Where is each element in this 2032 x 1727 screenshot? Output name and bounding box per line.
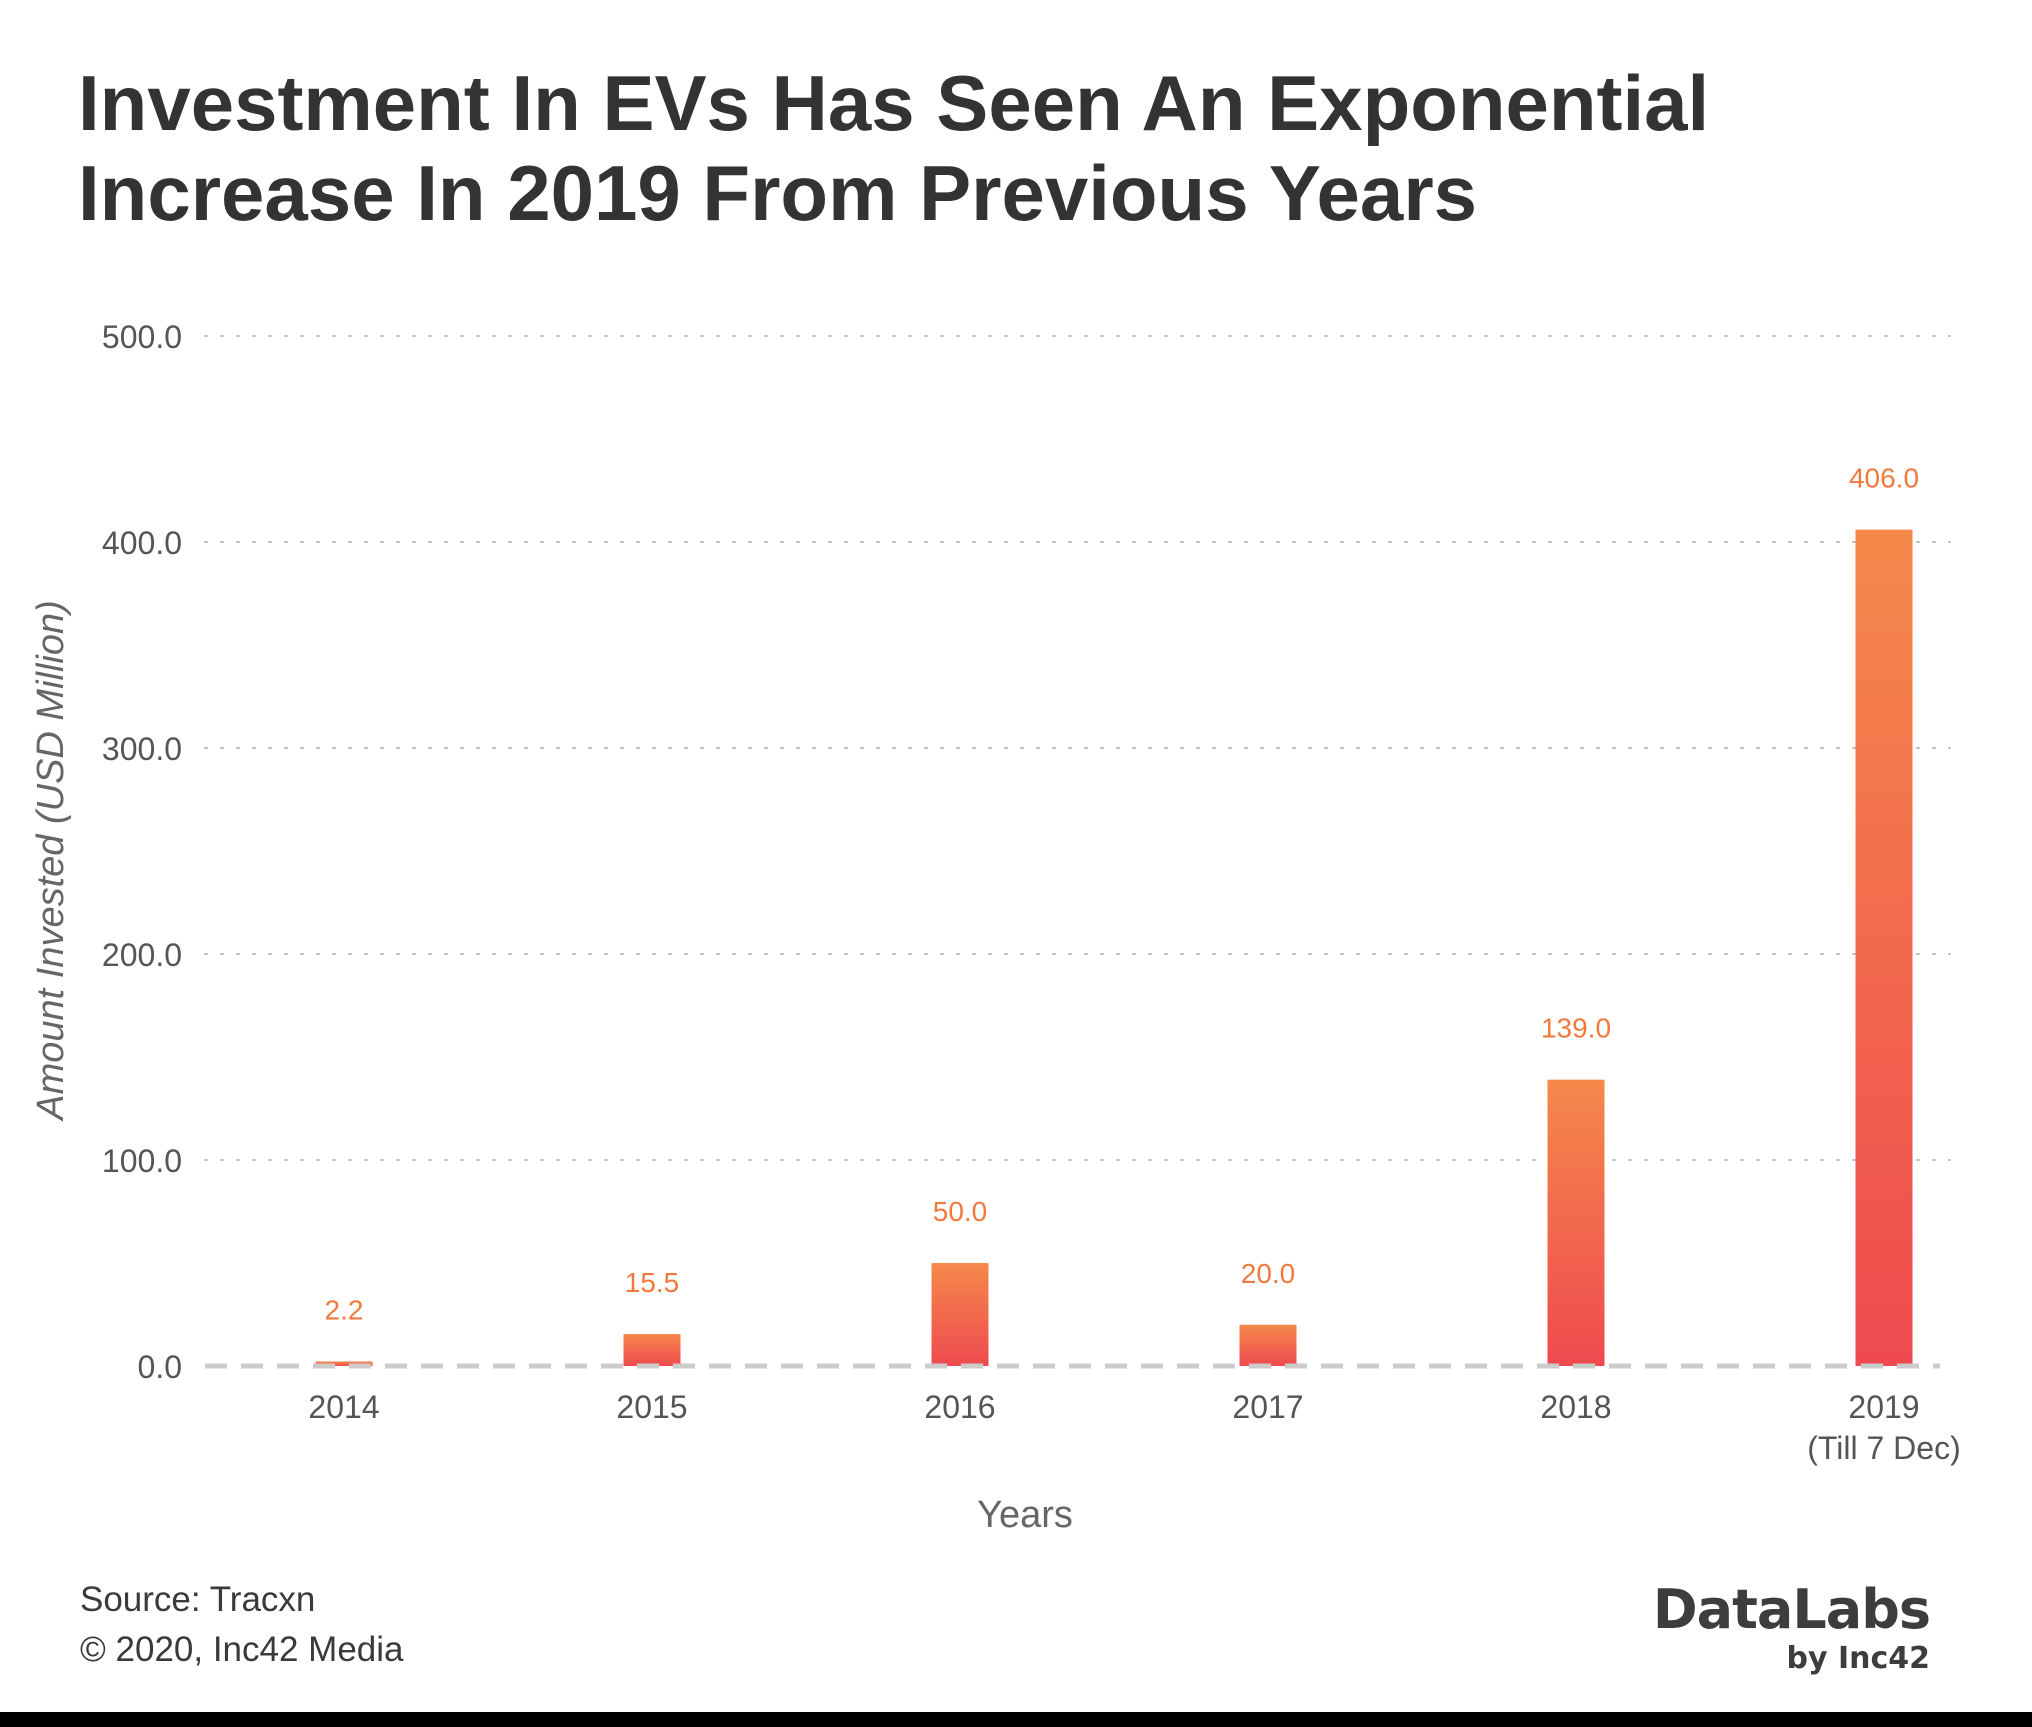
y-tick-label: 500.0	[102, 319, 182, 355]
y-tick-label: 200.0	[102, 937, 182, 973]
logo-sub-text: by Inc42	[1786, 1641, 1930, 1676]
bars	[315, 529, 1913, 1366]
bar-2017	[1239, 1324, 1297, 1366]
y-axis-ticks: 0.0 100.0 200.0 300.0 400.0 500.0	[102, 319, 182, 1385]
chart-title-line-2: Increase In 2019 From Previous Years	[78, 149, 1478, 237]
bar-2015	[623, 1334, 681, 1366]
data-label-2018: 139.0	[1541, 1013, 1611, 1044]
value-labels: 2.2 15.5 50.0 20.0 139.0 406.0	[325, 463, 1920, 1326]
x-axis-ticks: 2014 2015 2016 2017 2018 2019 (Till 7 Dec)	[308, 1389, 1960, 1466]
data-label-2019: 406.0	[1849, 463, 1919, 494]
data-label-2016: 50.0	[933, 1196, 988, 1227]
source-note: Source: Tracxn © 2020, Inc42 Media	[80, 1575, 404, 1675]
y-tick-label: 400.0	[102, 525, 182, 561]
datalabs-logo: DataLabs by Inc42	[1652, 1578, 1931, 1678]
data-label-2017: 20.0	[1241, 1258, 1296, 1289]
x-tick-label-2015: 2015	[616, 1389, 687, 1425]
x-axis-title: Years	[977, 1494, 1073, 1536]
x-tick-label-2016: 2016	[924, 1389, 995, 1425]
y-axis-title: Amount Invested (USD Million)	[30, 600, 72, 1122]
data-label-2015: 15.5	[625, 1267, 680, 1298]
x-tick-label-2018: 2018	[1540, 1389, 1611, 1425]
x-tick-label-2017: 2017	[1232, 1389, 1303, 1425]
logo-main-text: DataLabs	[1652, 1578, 1931, 1641]
chart-title-line-1: Investment In EVs Has Seen An Exponentia…	[78, 59, 1710, 147]
bar-chart: 0.0 100.0 200.0 300.0 400.0 500.0 2.2 15.5 50.0…	[30, 319, 1961, 1536]
y-tick-label: 0.0	[138, 1349, 182, 1385]
source-text: Source: Tracxn	[80, 1580, 316, 1619]
x-tick-label-2014: 2014	[308, 1389, 379, 1425]
x-tick-label-2019: 2019	[1848, 1389, 1919, 1425]
bar-2018	[1547, 1079, 1605, 1366]
chart-title: Investment In EVs Has Seen An Exponentia…	[78, 58, 1958, 238]
y-tick-label: 100.0	[102, 1143, 182, 1179]
bottom-border	[0, 1712, 2032, 1727]
copyright-text: © 2020, Inc42 Media	[80, 1630, 404, 1669]
gridlines	[204, 335, 1951, 1161]
bar-2019	[1855, 529, 1913, 1366]
y-tick-label: 300.0	[102, 731, 182, 767]
data-label-2014: 2.2	[325, 1294, 364, 1325]
bar-2014	[315, 1361, 373, 1366]
bar-2016	[931, 1263, 989, 1366]
x-tick-sublabel-2019: (Till 7 Dec)	[1807, 1430, 1960, 1466]
